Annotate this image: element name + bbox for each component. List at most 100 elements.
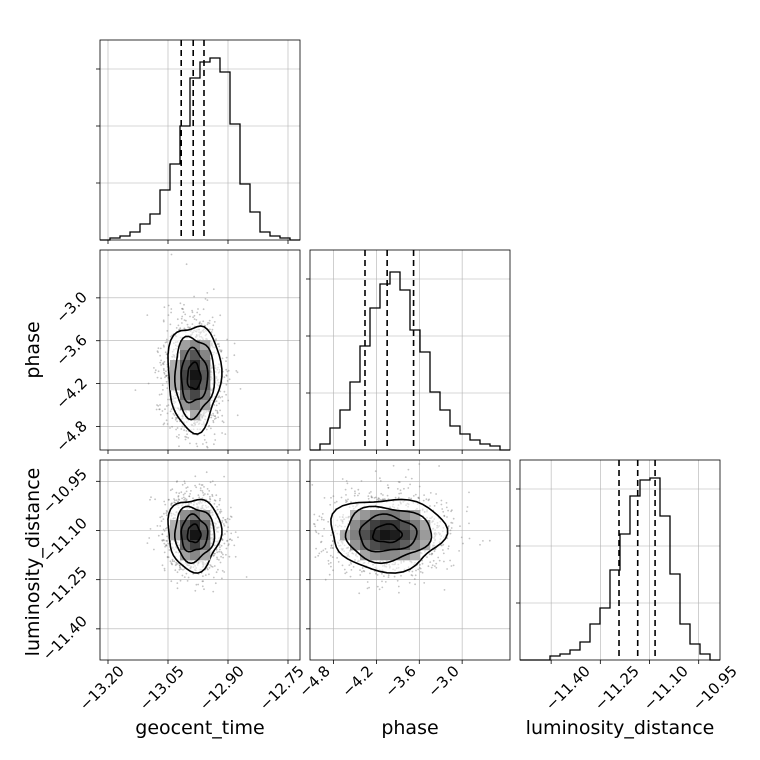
xlabel-geocent-time: geocent_time	[135, 717, 264, 739]
sample-point	[219, 510, 221, 513]
contour-line	[174, 335, 216, 421]
sample-point	[169, 489, 172, 492]
sample-point	[165, 509, 168, 512]
sample-point	[379, 480, 382, 482]
sample-point	[189, 326, 192, 329]
sample-point	[172, 413, 175, 415]
sample-point	[224, 519, 227, 521]
sample-point	[201, 490, 204, 492]
sample-point	[381, 572, 383, 575]
sample-point	[442, 510, 445, 513]
sample-point	[160, 393, 163, 395]
xtick-label: −13.20	[76, 662, 128, 714]
sample-point	[200, 323, 203, 325]
sample-point	[165, 353, 168, 356]
sample-point	[207, 321, 210, 324]
sample-point	[447, 545, 450, 548]
sample-point	[428, 553, 431, 556]
sample-point	[350, 562, 352, 565]
sample-point	[359, 569, 361, 571]
sample-point	[430, 566, 433, 569]
sample-point	[366, 581, 369, 583]
sample-point	[468, 491, 470, 494]
density-cell	[350, 520, 361, 531]
panel-2d-phase-luminosity-distance	[306, 459, 511, 664]
sample-point	[157, 405, 160, 407]
sample-point	[362, 570, 365, 572]
sample-point	[450, 527, 453, 529]
sample-point	[179, 579, 182, 582]
sample-point	[414, 583, 416, 586]
sample-point	[161, 564, 164, 567]
sample-point	[203, 486, 205, 488]
sample-point	[188, 495, 191, 498]
sample-point	[226, 517, 229, 520]
sample-point	[198, 322, 201, 325]
density-cell	[200, 380, 211, 391]
sample-point	[442, 543, 445, 546]
sample-point	[219, 390, 222, 393]
sample-point	[216, 412, 219, 415]
sample-point	[209, 564, 212, 566]
sample-point	[219, 508, 222, 511]
sample-point	[320, 518, 323, 521]
sample-point	[147, 382, 150, 385]
sample-point	[225, 553, 227, 556]
sample-point	[198, 322, 201, 325]
sample-point	[227, 369, 230, 372]
sample-point	[410, 574, 413, 576]
sample-point	[350, 487, 353, 490]
sample-point	[157, 370, 160, 373]
sample-point	[322, 549, 325, 552]
density-cell	[200, 370, 211, 381]
sample-point	[376, 498, 379, 501]
sample-point	[184, 497, 187, 500]
sample-point	[215, 400, 218, 403]
sample-point	[170, 408, 173, 411]
sample-point	[421, 571, 424, 574]
sample-point	[170, 311, 173, 314]
sample-point	[219, 548, 221, 551]
sample-point	[163, 369, 165, 372]
sample-point	[193, 295, 196, 298]
sample-point	[161, 539, 164, 541]
sample-point	[166, 330, 169, 332]
sample-point	[221, 395, 224, 398]
yticklabels-phase: −4.8 −4.2 −3.6 −3.0	[52, 288, 90, 455]
sample-point	[211, 493, 214, 496]
sample-point	[337, 561, 340, 563]
sample-point	[228, 538, 231, 541]
sample-point	[440, 503, 443, 506]
sample-point	[219, 396, 222, 399]
sample-point	[313, 513, 316, 516]
sample-point	[233, 544, 236, 547]
sample-point	[163, 345, 165, 348]
sample-point	[433, 550, 436, 553]
sample-point	[182, 493, 185, 496]
sample-point	[173, 560, 176, 563]
sample-point	[226, 370, 229, 373]
sample-point	[336, 557, 338, 559]
sample-point	[450, 565, 453, 567]
sample-point	[408, 570, 411, 573]
sample-point	[341, 564, 344, 567]
sample-point	[236, 371, 239, 374]
sample-point	[165, 374, 168, 377]
sample-point	[330, 565, 332, 568]
panel-hist-phase	[306, 249, 511, 454]
sample-point	[234, 555, 237, 558]
sample-point	[352, 566, 355, 568]
sample-point	[419, 563, 421, 566]
sample-point	[163, 371, 166, 374]
sample-point	[321, 513, 324, 515]
sample-point	[216, 556, 218, 559]
sample-point	[218, 499, 221, 502]
sample-point	[400, 492, 402, 495]
sample-point	[170, 502, 173, 505]
sample-point	[166, 405, 168, 407]
sample-point	[199, 321, 201, 323]
sample-point	[183, 576, 186, 578]
sample-point	[327, 559, 330, 562]
sample-point	[178, 492, 181, 495]
